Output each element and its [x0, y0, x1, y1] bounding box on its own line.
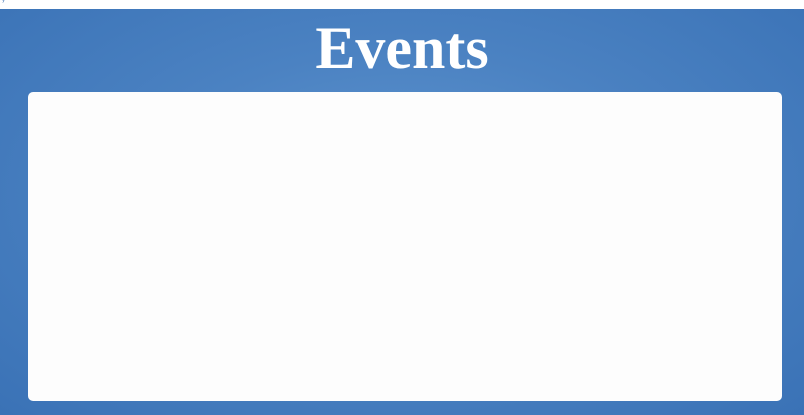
top-strip: ʸ	[0, 0, 804, 9]
events-content-area	[28, 92, 782, 401]
events-panel: Events	[0, 9, 804, 415]
corner-mark: ʸ	[2, 0, 5, 6]
page-title: Events	[315, 15, 489, 81]
